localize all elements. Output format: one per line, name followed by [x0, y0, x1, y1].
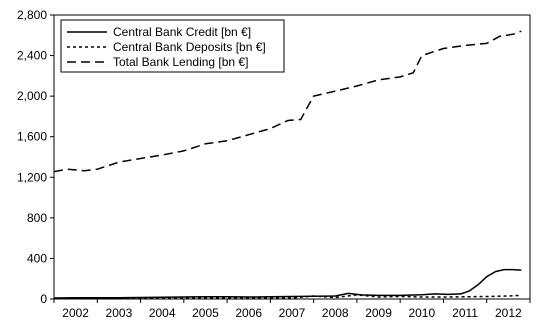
- x-tick-label: 2002: [62, 306, 89, 320]
- legend-box: [60, 19, 285, 73]
- legend-label-total-bank-lending: Total Bank Lending [bn €]: [113, 55, 248, 69]
- x-tick-label: 2011: [452, 306, 478, 320]
- x-tick-label: 2012: [495, 306, 522, 320]
- x-tick-label: 2006: [235, 306, 262, 320]
- x-tick-label: 2008: [322, 306, 349, 320]
- series-line-total-bank-lending: [53, 30, 522, 173]
- y-tick-label: 0: [40, 292, 47, 306]
- series-line-central-bank-deposits: [54, 294, 522, 300]
- y-tick-label: 1,600: [17, 130, 47, 144]
- x-tick-label: 2010: [408, 306, 435, 320]
- legend-label-central-bank-credit: Central Bank Credit [bn €]: [113, 25, 251, 39]
- y-tick-label: 1,200: [17, 170, 47, 184]
- legend-label-central-bank-deposits: Central Bank Deposits [bn €]: [113, 40, 266, 54]
- x-tick-label: 2003: [106, 306, 133, 320]
- y-tick-label: 800: [27, 211, 47, 225]
- legend: Central Bank Credit [bn €] Central Bank …: [60, 19, 285, 73]
- y-tick-label: 2,800: [17, 8, 47, 22]
- x-tick-label: 2004: [149, 306, 176, 320]
- series-line-central-bank-credit: [53, 268, 522, 299]
- y-tick-label: 2,400: [17, 49, 47, 63]
- y-tick-label: 2,000: [17, 89, 47, 103]
- x-tick-label: 2005: [192, 306, 219, 320]
- x-tick-label: 2007: [279, 306, 306, 320]
- x-tick-label: 2009: [365, 306, 392, 320]
- y-tick-label: 400: [27, 251, 47, 265]
